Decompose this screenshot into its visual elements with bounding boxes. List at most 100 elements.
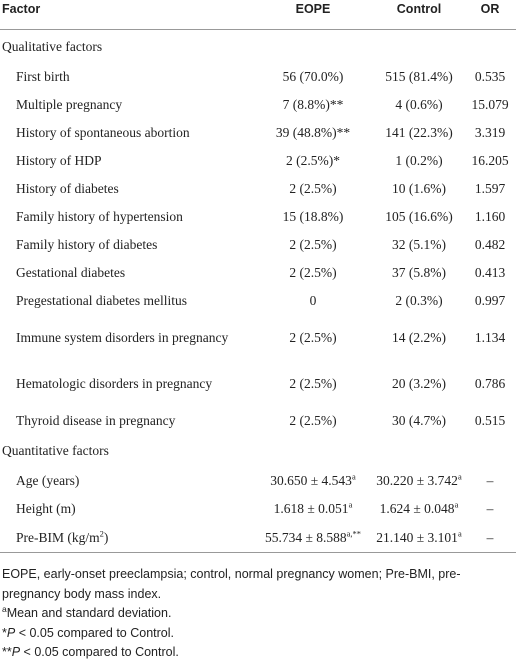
cell: 2 (2.5%)* <box>286 152 340 168</box>
row-label: Hematologic disorders in pregnancy <box>16 375 213 391</box>
table-row: Gestational diabetes 2 (2.5%) 37 (5.8%) 0.4… <box>0 258 516 286</box>
table-row: Family history of hypertension 15 (18.8%)… <box>0 202 516 230</box>
cell: 55.734 ± 8.588a,** <box>252 522 374 553</box>
cell-text: Pre-BIM (kg/m <box>16 529 100 545</box>
cell: 0.515 <box>474 412 506 428</box>
cell: 0.535 <box>474 68 506 84</box>
cell: – <box>464 522 516 553</box>
cell: 2 (2.5%) <box>289 329 337 345</box>
table-row: Family history of diabetes 2 (2.5%) 32 (5.… <box>0 230 516 258</box>
superscript: 2 <box>99 528 104 538</box>
row-label: Family history of diabetes <box>16 236 158 252</box>
superscript: a <box>457 528 462 538</box>
cell-text: 21.140 ± 3.101 <box>376 529 458 545</box>
cell: 1.624 ± 0.048a <box>374 494 464 522</box>
cell: 56 (70.0%) <box>282 68 344 84</box>
cell: 21.140 ± 3.101a <box>374 522 464 553</box>
row-label: History of spontaneous abortion <box>16 124 190 140</box>
row-label: History of diabetes <box>16 180 119 196</box>
cell: 1.618 ± 0.051a <box>252 494 374 522</box>
row-label: Family history of hypertension <box>16 208 183 224</box>
cell: 1.597 <box>474 180 506 196</box>
cell-text: 30.650 ± 4.543 <box>270 472 352 488</box>
row-label: First birth <box>16 68 70 84</box>
footnote: aMean and standard deviation. <box>2 604 514 624</box>
cell: 2 (2.5%) <box>289 236 337 252</box>
cell: 37 (5.8%) <box>392 264 446 280</box>
cell: 30.650 ± 4.543a <box>252 466 374 494</box>
superscript: a <box>351 471 356 481</box>
cell: – <box>486 500 494 516</box>
cell: 1.134 <box>474 329 506 345</box>
cell: 30.220 ± 3.742a <box>374 466 464 494</box>
footnote-sup: a <box>2 603 7 614</box>
row-label: Immune system disorders in pregnancy <box>16 329 229 345</box>
table-row: History of spontaneous abortion 39 (48.8%… <box>0 118 516 146</box>
footnote-mark: * <box>2 625 7 640</box>
cell: – <box>486 472 494 488</box>
cell: 15.079 <box>471 96 509 112</box>
table-row: Age (years) 30.650 ± 4.543a 30.220 ± 3.742… <box>0 466 516 494</box>
row-label: Thyroid disease in pregnancy <box>16 412 176 428</box>
footnote-text: < 0.05 compared to Control. <box>15 625 174 640</box>
cell: 7 (8.8%)** <box>282 96 344 112</box>
cell: 0.482 <box>474 236 506 252</box>
table-row: History of diabetes 2 (2.5%) 10 (1.6%) 1.59… <box>0 174 516 202</box>
table-row: Immune system disorders in pregnancy 2 (2… <box>0 314 516 360</box>
header-row: Factor EOPE Control OR <box>0 0 516 30</box>
cell-text: 55.734 ± 8.588 <box>264 529 347 545</box>
section-row: Quantitative factors <box>0 434 516 466</box>
section-row: Qualitative factors <box>0 30 516 63</box>
cell: 3.319 <box>474 124 506 140</box>
footnote-italic: P <box>6 625 16 640</box>
table-row: Pregestational diabetes mellitus 0 2 (0.3%… <box>0 286 516 314</box>
superscript: a <box>348 499 353 509</box>
data-table: Factor EOPE Control OR Qualitative factors F… <box>0 0 516 553</box>
footnote-text: < 0.05 compared to Control. <box>20 645 179 659</box>
cell: 14 (2.2%) <box>392 329 446 345</box>
superscript: a,** <box>346 528 362 538</box>
cell: 0 <box>309 292 317 308</box>
table-row: Thyroid disease in pregnancy 2 (2.5%) 30 (… <box>0 406 516 434</box>
superscript: a <box>457 471 462 481</box>
column-header: Control <box>374 0 464 30</box>
cell: 2 (2.5%) <box>289 180 337 196</box>
cell: 2 (2.5%) <box>289 412 337 428</box>
table-row: Multiple pregnancy 7 (8.8%)** 4 (0.6%) 15.0… <box>0 90 516 118</box>
cell: 141 (22.3%) <box>385 124 453 140</box>
cell: 39 (48.8%)** <box>275 124 351 140</box>
cell: 1 (0.2%) <box>395 152 443 168</box>
cell: 0.786 <box>474 375 506 391</box>
table-row: First birth 56 (70.0%) 515 (81.4%) 0.535 <box>0 62 516 90</box>
row-label: Age (years) <box>16 472 80 488</box>
section-title: Qualitative factors <box>2 38 103 54</box>
footnote-text: Mean and standard deviation. <box>6 606 172 620</box>
cell: 10 (1.6%) <box>392 180 446 196</box>
cell: 2 (0.3%) <box>395 292 443 308</box>
row-label: Multiple pregnancy <box>16 96 123 112</box>
cell: 2 (2.5%) <box>289 264 337 280</box>
cell: 15 (18.8%) <box>282 208 344 224</box>
footnote: *P < 0.05 compared to Control. <box>2 624 514 644</box>
cell: 105 (16.6%) <box>385 208 453 224</box>
cell-text: 30.220 ± 3.742 <box>376 472 458 488</box>
cell: 0.413 <box>474 264 506 280</box>
cell: 4 (0.6%) <box>395 96 443 112</box>
column-header: Factor <box>0 0 252 30</box>
cell-text: 1.618 ± 0.051 <box>273 500 349 516</box>
footnote-mark: ** <box>2 645 12 659</box>
section-title: Quantitative factors <box>2 442 109 458</box>
row-label: Pre-BIM (kg/m2) <box>0 522 252 553</box>
row-label: History of HDP <box>16 152 102 168</box>
cell: 515 (81.4%) <box>385 68 453 84</box>
column-header: EOPE <box>252 0 374 30</box>
cell-text: 1.624 ± 0.048 <box>379 500 455 516</box>
cell: 20 (3.2%) <box>392 375 446 391</box>
footnote-italic: P <box>11 645 21 659</box>
cell: 0.997 <box>474 292 506 308</box>
cell-text: ) <box>103 529 109 545</box>
row-label: Pregestational diabetes mellitus <box>16 292 187 308</box>
table-row: Height (m) 1.618 ± 0.051a 1.624 ± 0.048a – <box>0 494 516 522</box>
table-row: Pre-BIM (kg/m2) 55.734 ± 8.588a,** 21.140 … <box>0 522 516 553</box>
